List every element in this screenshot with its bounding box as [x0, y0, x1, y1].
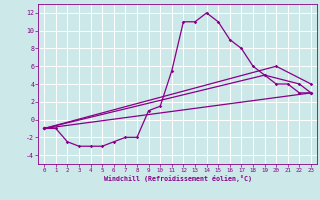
X-axis label: Windchill (Refroidissement éolien,°C): Windchill (Refroidissement éolien,°C) [104, 175, 252, 182]
